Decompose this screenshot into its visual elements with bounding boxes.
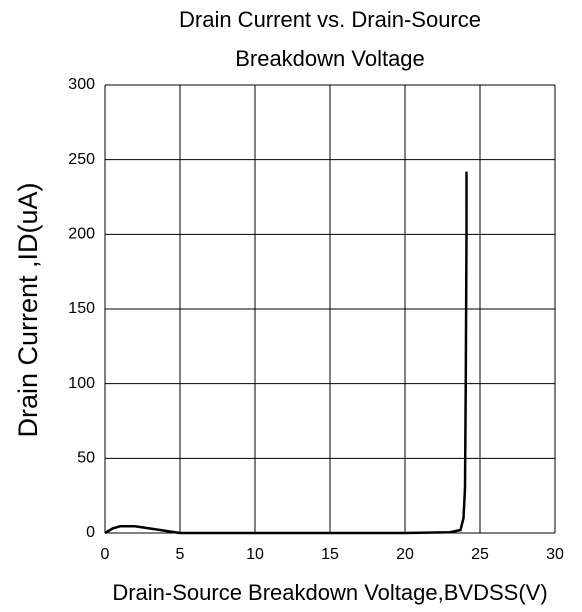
data-line	[104, 171, 468, 535]
x-tick-label: 25	[471, 546, 489, 563]
y-tick-label: 0	[86, 524, 95, 541]
chart-title: Drain Current vs. Drain-Source	[179, 7, 481, 32]
y-tick-label: 100	[68, 375, 95, 392]
y-tick-label: 300	[68, 76, 95, 93]
x-tick-label: 0	[101, 546, 110, 563]
chart-title: Breakdown Voltage	[235, 46, 425, 71]
y-axis-label: Drain Current ,ID(uA)	[13, 182, 43, 437]
x-tick-label: 15	[321, 546, 339, 563]
x-tick-label: 10	[246, 546, 264, 563]
y-tick-label: 250	[68, 151, 95, 168]
y-tick-label: 150	[68, 300, 95, 317]
y-tick-label: 50	[77, 450, 95, 467]
x-axis-label: Drain-Source Breakdown Voltage,BVDSS(V)	[112, 580, 547, 605]
x-tick-label: 30	[546, 546, 564, 563]
x-tick-label: 5	[176, 546, 185, 563]
y-tick-label: 200	[68, 226, 95, 243]
x-tick-label: 20	[396, 546, 414, 563]
